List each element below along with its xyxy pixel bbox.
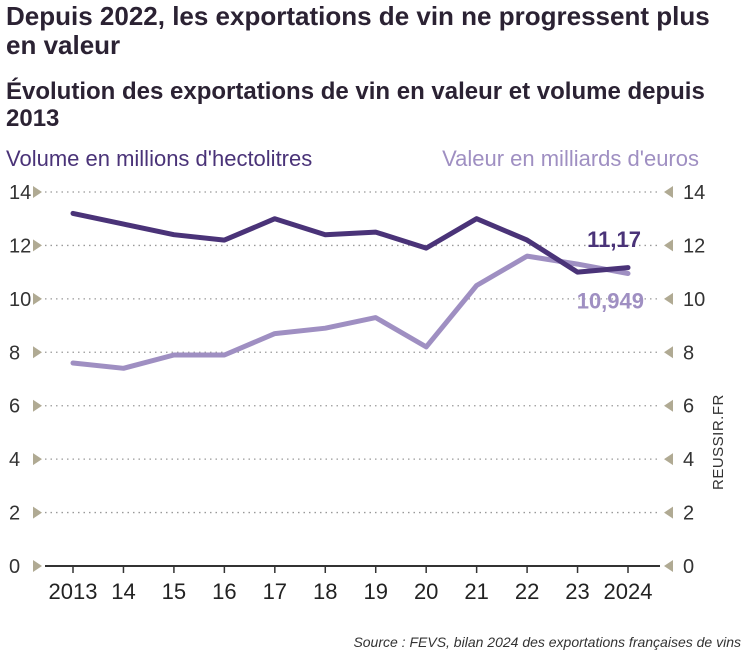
y-tick-marker-left — [33, 239, 42, 252]
y-tick-marker-right — [664, 453, 673, 466]
y-tick-marker-left — [33, 399, 42, 412]
x-tick-label: 17 — [263, 579, 287, 604]
x-tick-label: 23 — [565, 579, 589, 604]
x-tick-label: 2024 — [604, 579, 653, 604]
x-tick-label: 22 — [515, 579, 539, 604]
value-series-line — [70, 253, 631, 371]
y-tick-label-right: 4 — [683, 449, 694, 471]
value-end-label: 10,949 — [577, 289, 644, 314]
chart-title: Depuis 2022, les exportations de vin ne … — [6, 1, 710, 60]
y-tick-marker-left — [33, 292, 42, 305]
y-tick-label-right: 2 — [683, 503, 694, 525]
y-tick-label-right: 0 — [683, 556, 694, 578]
x-tick-label: 18 — [313, 579, 337, 604]
y-tick-marker-left — [33, 346, 42, 359]
x-tick-label: 14 — [111, 579, 135, 604]
chart-subtitle: Évolution des exportations de vin en val… — [6, 78, 705, 132]
y-tick-label-right: 10 — [683, 289, 705, 311]
y-tick-label-left: 8 — [9, 342, 20, 364]
y-tick-marker-right — [664, 186, 673, 198]
x-tick-label: 2013 — [49, 579, 98, 604]
right-axis-label: Valeur en milliards d'euros — [442, 146, 699, 171]
x-tick-label: 20 — [414, 579, 438, 604]
y-tick-label-left: 10 — [9, 289, 31, 311]
y-tick-marker-right — [664, 506, 673, 519]
y-tick-label-right: 8 — [683, 342, 694, 364]
y-tick-label-left: 0 — [9, 556, 20, 578]
y-tick-marker-right — [664, 346, 673, 359]
y-tick-marker-left — [33, 453, 42, 466]
x-tick-label: 19 — [363, 579, 387, 604]
y-tick-label-left: 2 — [9, 503, 20, 525]
left-axis-label: Volume en millions d'hectolitres — [6, 146, 313, 171]
y-tick-label-left: 4 — [9, 449, 20, 471]
y-tick-label-right: 12 — [683, 235, 705, 257]
y-tick-label-right: 14 — [683, 182, 705, 204]
y-tick-label-right: 6 — [683, 396, 694, 418]
credit-text: REUSSIR.FR — [710, 394, 727, 490]
y-tick-marker-left — [33, 560, 42, 572]
x-tick-label: 21 — [464, 579, 488, 604]
volume-series-line — [70, 210, 631, 275]
x-tick-label: 16 — [212, 579, 236, 604]
source-note: Source : FEVS, bilan 2024 des exportatio… — [353, 634, 741, 650]
x-tick-label: 15 — [162, 579, 186, 604]
volume-end-label: 11,17 — [587, 227, 641, 252]
y-tick-label-left: 12 — [9, 235, 31, 257]
y-tick-marker-right — [664, 239, 673, 252]
y-tick-marker-left — [33, 186, 42, 198]
y-tick-label-left: 6 — [9, 396, 20, 418]
y-tick-marker-right — [664, 560, 673, 572]
y-tick-marker-right — [664, 292, 673, 305]
y-tick-label-left: 14 — [9, 182, 31, 204]
y-tick-marker-right — [664, 399, 673, 412]
y-tick-marker-left — [33, 506, 42, 519]
